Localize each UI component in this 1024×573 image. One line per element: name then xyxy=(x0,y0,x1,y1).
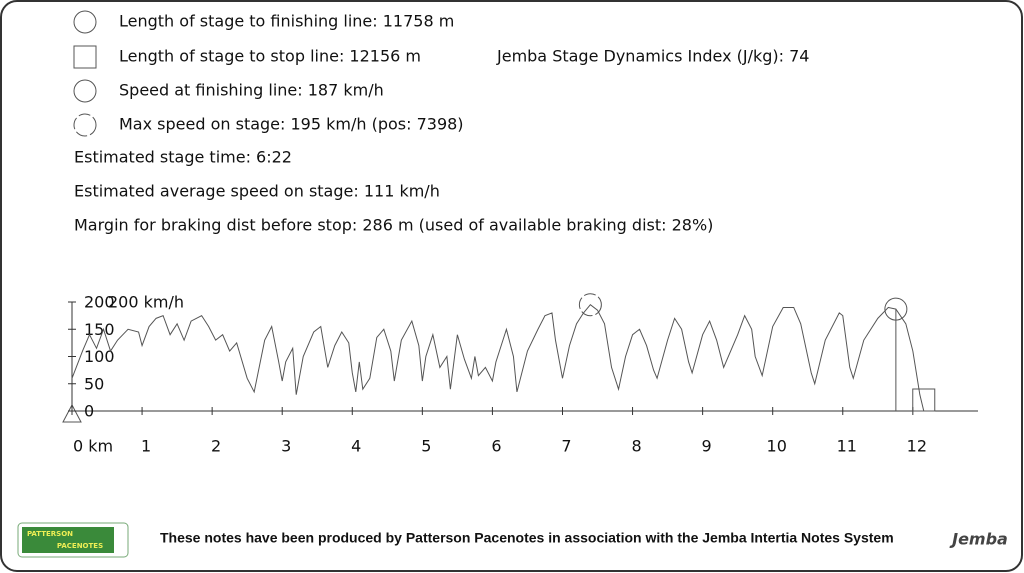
x-tick-label: 10 xyxy=(767,437,787,456)
x-tick-label: 8 xyxy=(631,437,641,456)
info-line: Length of stage to finishing line: 11758… xyxy=(119,12,454,31)
info-line: Max speed on stage: 195 km/h (pos: 7398) xyxy=(119,115,464,134)
speed-line xyxy=(71,304,925,412)
icon-stop xyxy=(73,45,97,69)
x-tick-label: 4 xyxy=(351,437,361,456)
x-tick-label: 12 xyxy=(907,437,927,456)
logo-text: PATTERSON xyxy=(27,530,73,538)
y-axis-label: 200 km/h xyxy=(108,293,184,312)
icon-speed xyxy=(73,79,97,103)
logo-right: Jemba xyxy=(949,530,1008,549)
y-tick-label: 100 xyxy=(84,347,115,366)
y-tick-label: 200 xyxy=(84,293,115,312)
info-line: Estimated average speed on stage: 111 km… xyxy=(74,182,440,201)
info-line: Estimated stage time: 6:22 xyxy=(74,148,292,167)
x-tick-label: 11 xyxy=(837,437,857,456)
x-tick-label: 0 km xyxy=(73,437,113,456)
max-speed-marker xyxy=(578,293,602,317)
stop-marker xyxy=(912,388,936,412)
footer-text: These notes have been produced by Patter… xyxy=(160,530,894,546)
info-line: Length of stage to stop line: 12156 m xyxy=(119,47,421,66)
y-tick-label: 0 xyxy=(84,402,94,421)
y-tick-label: 50 xyxy=(84,374,104,393)
finish-marker xyxy=(884,297,908,321)
x-tick-label: 5 xyxy=(421,437,431,456)
info-line: Speed at finishing line: 187 km/h xyxy=(119,81,384,100)
x-tick-label: 7 xyxy=(561,437,571,456)
x-tick-label: 6 xyxy=(491,437,501,456)
y-tick-label: 150 xyxy=(84,320,115,339)
icon-max xyxy=(73,113,97,137)
start-triangle xyxy=(62,403,82,423)
logo-text: PACENOTES xyxy=(57,542,103,550)
x-tick-label: 9 xyxy=(702,437,712,456)
x-tick-label: 2 xyxy=(211,437,221,456)
logo-left-fill xyxy=(22,527,114,553)
icon-finish xyxy=(73,10,97,34)
info-line: Margin for braking dist before stop: 286… xyxy=(74,216,713,235)
info-index: Jemba Stage Dynamics Index (J/kg): 74 xyxy=(496,47,809,66)
x-tick-label: 1 xyxy=(141,437,151,456)
x-tick-label: 3 xyxy=(281,437,291,456)
